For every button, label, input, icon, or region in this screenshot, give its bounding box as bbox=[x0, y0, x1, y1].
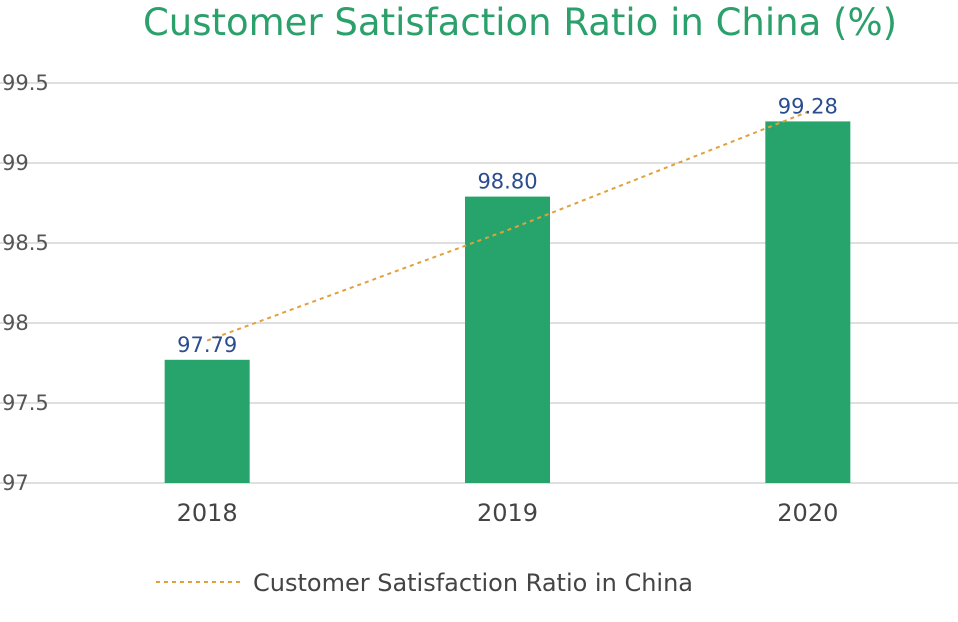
y-tick-label: 98 bbox=[2, 311, 29, 335]
x-tick-label: 2018 bbox=[177, 499, 238, 527]
legend: Customer Satisfaction Ratio in China bbox=[156, 569, 693, 597]
x-tick-label: 2020 bbox=[777, 499, 838, 527]
y-tick-label: 99 bbox=[2, 151, 29, 175]
y-axis-ticks: 97 97.5 98 98.5 99 99.5 bbox=[2, 71, 49, 495]
y-tick-label: 98.5 bbox=[2, 231, 49, 255]
trendline-layer bbox=[206, 110, 809, 342]
bar-2020 bbox=[765, 121, 851, 484]
x-tick-label: 2019 bbox=[477, 499, 538, 527]
chart-title: Customer Satisfaction Ratio in China (%) bbox=[142, 1, 898, 44]
x-axis-ticks: 2018 2019 2020 bbox=[177, 499, 839, 527]
bars bbox=[164, 121, 851, 484]
bar-2019 bbox=[465, 196, 550, 483]
data-labels: 97.79 98.80 99.28 bbox=[177, 94, 838, 356]
legend-label: Customer Satisfaction Ratio in China bbox=[253, 569, 693, 597]
y-tick-label: 97.5 bbox=[2, 391, 49, 415]
y-tick-label: 97 bbox=[2, 471, 29, 495]
data-label-2020: 99.28 bbox=[778, 94, 838, 118]
data-label-2018: 97.79 bbox=[177, 333, 237, 357]
bar-2018 bbox=[164, 359, 250, 483]
trendline bbox=[206, 110, 809, 342]
y-tick-label: 99.5 bbox=[2, 71, 49, 95]
data-label-2019: 98.80 bbox=[477, 170, 537, 194]
